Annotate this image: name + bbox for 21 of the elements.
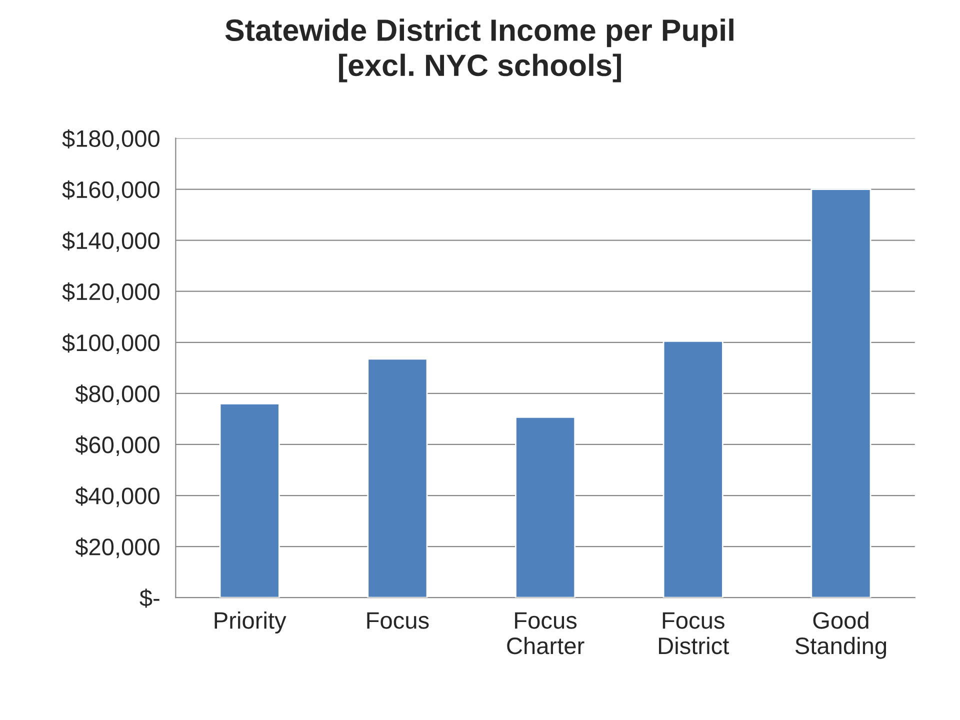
x-tick-label: Focus District	[658, 612, 730, 654]
bar	[219, 402, 280, 598]
x-tick-label: Focus	[367, 612, 429, 629]
bar	[515, 416, 576, 598]
y-tick-label: $-	[140, 588, 160, 608]
y-tick-label: $40,000	[75, 486, 160, 508]
bar	[367, 358, 428, 598]
y-tick-label: $180,000	[62, 129, 160, 150]
y-tick-label: $160,000	[62, 180, 160, 201]
y-tick-label: $80,000	[75, 384, 160, 406]
y-tick-label: $120,000	[62, 282, 160, 303]
y-tick-label: $20,000	[75, 538, 160, 558]
x-tick-label: Priority	[214, 611, 286, 634]
y-tick-label: $140,000	[62, 231, 160, 252]
y-tick-label: $60,000	[75, 436, 160, 456]
y-tick-label: $100,000	[62, 333, 160, 354]
bar	[662, 340, 724, 598]
chart-title: Statewide District Income per Pupil [excl. NYC schools]	[225, 18, 734, 82]
x-tick-label: Focus Charter	[507, 612, 584, 654]
x-tick-label: Good Standing	[795, 611, 886, 659]
bar	[810, 188, 872, 598]
